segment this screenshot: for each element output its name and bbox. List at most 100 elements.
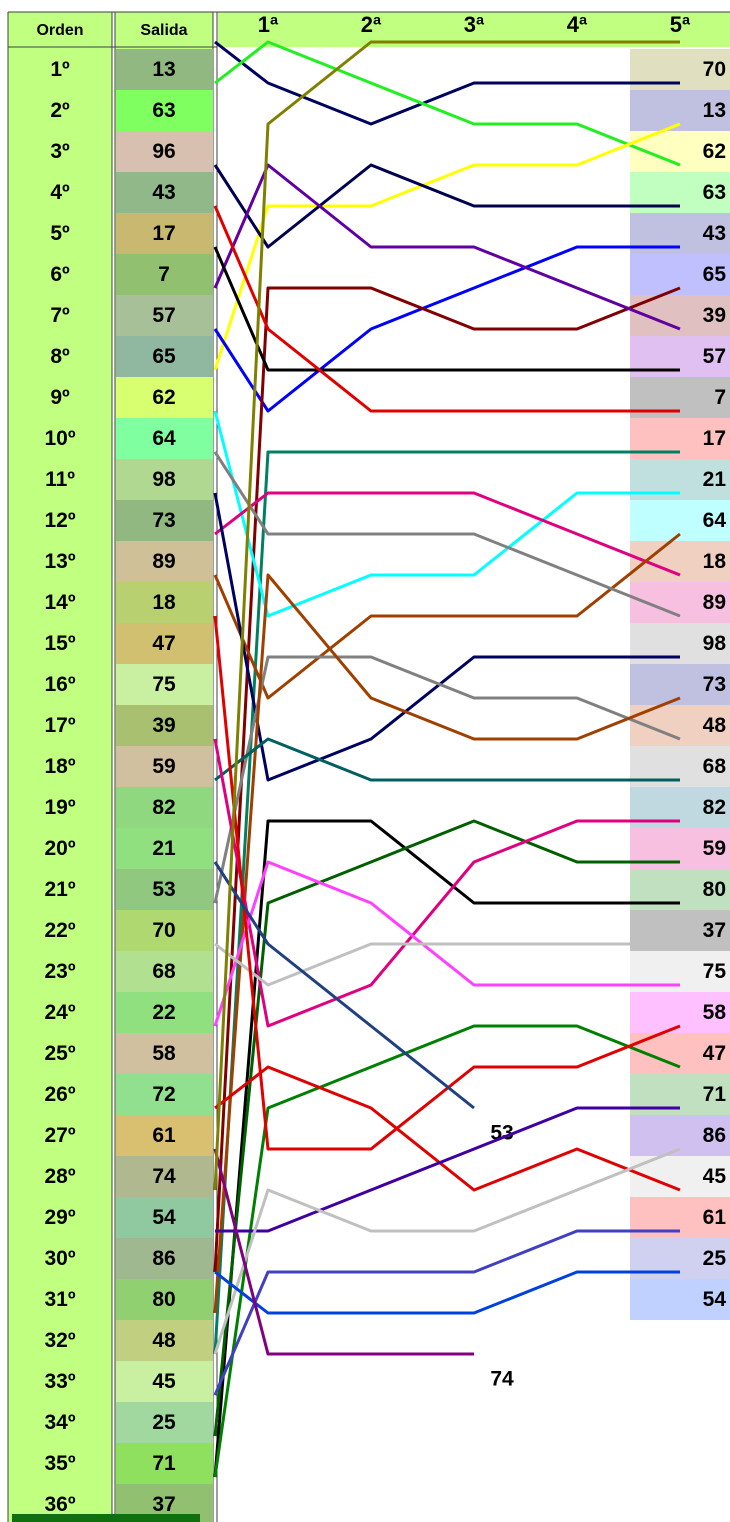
salida-cell [116, 1033, 213, 1074]
salida-cell [116, 541, 213, 582]
orden-label: 29º [44, 1206, 75, 1229]
orden-label: 34º [44, 1411, 75, 1434]
salida-label: 13 [152, 58, 175, 81]
end-label: 45 [703, 1165, 727, 1188]
salida-cell [116, 582, 213, 623]
orden-label: 31º [44, 1288, 75, 1311]
salida-label: 18 [152, 591, 176, 614]
footer-bar [12, 1514, 200, 1522]
orden-column [8, 12, 112, 1522]
x-tick-label: 1ª [258, 12, 279, 37]
salida-label: 68 [152, 960, 176, 983]
salida-cell [116, 828, 213, 869]
series-line [213, 451, 681, 618]
series-line [213, 286, 681, 1273]
end-label: 75 [703, 960, 727, 983]
salida-label: 58 [152, 1042, 176, 1065]
end-label: 70 [703, 58, 726, 81]
salida-cell [116, 951, 213, 992]
salida-label: 63 [152, 99, 175, 122]
series-line [213, 861, 475, 1110]
series-line [213, 163, 681, 331]
salida-cell [116, 992, 213, 1033]
end-label: 39 [703, 304, 726, 327]
series-line [214, 40, 681, 167]
salida-cell [116, 787, 213, 828]
series-line [213, 40, 680, 1191]
series-line [213, 1229, 680, 1396]
series-line [213, 1148, 474, 1356]
salida-label: 47 [152, 632, 175, 655]
salida-cell [116, 1238, 213, 1279]
salida-cell [116, 1402, 213, 1443]
end-label: 48 [703, 714, 727, 737]
series-line [213, 410, 680, 618]
salida-cell [116, 418, 213, 459]
orden-label: 3º [50, 140, 70, 163]
x-tick-label: 4ª [567, 12, 588, 37]
salida-label: 57 [152, 304, 175, 327]
salida-label: 86 [152, 1247, 175, 1270]
orden-label: 27º [44, 1124, 75, 1147]
end-label: 17 [703, 427, 726, 450]
end-label: 61 [703, 1206, 727, 1229]
end-label: 98 [703, 632, 727, 655]
orden-label: 12º [44, 509, 75, 532]
x-tick-label: 5ª [670, 12, 691, 37]
x-axis: 1ª 2ª 3ª 4ª 5ª [258, 12, 691, 37]
end-label: 47 [703, 1042, 726, 1065]
orden-label: 18º [44, 755, 75, 778]
salida-label: 17 [152, 222, 175, 245]
orden-label: 24º [44, 1001, 75, 1024]
orden-label: 36º [44, 1493, 75, 1516]
end-label: 64 [703, 509, 727, 532]
series-line [213, 492, 680, 782]
salida-label: 43 [152, 181, 175, 204]
series-line [214, 1270, 680, 1315]
orden-label: 21º [44, 878, 75, 901]
salida-label: 45 [152, 1370, 176, 1393]
salida-label: 37 [152, 1493, 175, 1516]
orden-label: 1º [50, 58, 70, 81]
salida-cell [116, 1156, 213, 1197]
salida-label: 54 [152, 1206, 176, 1229]
salida-label: 53 [152, 878, 175, 901]
orden-label: 10º [44, 427, 75, 450]
series-line [213, 615, 681, 1151]
series-line [213, 819, 680, 1437]
orden-label: 5º [50, 222, 70, 245]
salida-label: 7 [158, 263, 170, 286]
end-label: 63 [703, 181, 726, 204]
orden-label: 7º [50, 304, 70, 327]
salida-cell [116, 131, 213, 172]
salida-cell [116, 1361, 213, 1402]
series-line [213, 450, 680, 1355]
salida-label: 72 [152, 1083, 175, 1106]
end-label: 54 [703, 1288, 727, 1311]
orden-label: 35º [44, 1452, 75, 1475]
end-label: 59 [703, 837, 726, 860]
salida-cell [116, 1074, 213, 1115]
salida-cell [116, 336, 213, 377]
orden-label: 26º [44, 1083, 75, 1106]
salida-cell [116, 90, 213, 131]
end-label: 18 [703, 550, 727, 573]
orden-label: 13º [44, 550, 75, 573]
salida-cell [116, 295, 213, 336]
table: 1º 13 2º 63 3º 96 4º 43 5º 17 6º 7 7º 57 8º 65 9º 62 10º 64… [44, 49, 213, 1522]
orden-label: 9º [50, 386, 70, 409]
end-annotation: 74 [490, 1368, 514, 1391]
salida-label: 22 [152, 1001, 175, 1024]
orden-label: 11º [45, 468, 75, 491]
end-label: 37 [703, 919, 726, 942]
salida-cell [116, 869, 213, 910]
salida-cell [116, 172, 213, 213]
orden-label: 2º [50, 99, 70, 122]
end-label: 68 [703, 755, 727, 778]
salida-cell [116, 1279, 213, 1320]
orden-label: 16º [44, 673, 75, 696]
end-label: 57 [703, 345, 726, 368]
